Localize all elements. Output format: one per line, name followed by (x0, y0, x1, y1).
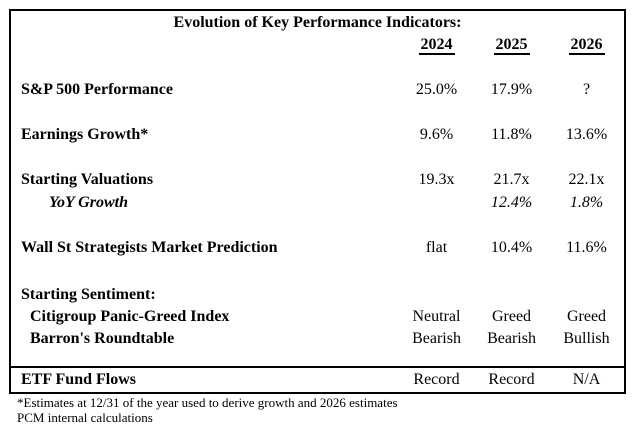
row-value-2025 (474, 286, 549, 304)
table-row-citigroup-index: Citigroup Panic-Greed Index Neutral Gree… (11, 308, 624, 326)
row-value-2026: 13.6% (565, 126, 608, 143)
row-label: S&P 500 Performance (21, 81, 173, 98)
row-value-2024 (399, 194, 474, 212)
table-row-earnings-growth: Earnings Growth* 9.6% 11.8% 13.6% (11, 126, 624, 144)
etf-section-divider (11, 366, 624, 368)
header-spacer (11, 36, 399, 54)
row-value-2025: 12.4% (490, 194, 533, 211)
table-row-wall-st-prediction: Wall St Strategists Market Prediction fl… (11, 239, 624, 257)
table-row-barrons-roundtable: Barron's Roundtable Bearish Bearish Bull… (11, 330, 624, 348)
row-value-2024: Bearish (412, 330, 461, 347)
row-value-2026: 1.8% (569, 194, 604, 211)
row-value-2025: 17.9% (490, 81, 533, 98)
table-row-yoy-growth: YoY Growth 12.4% 1.8% (11, 194, 624, 212)
row-value-2025: 11.8% (491, 126, 532, 143)
row-value-2024: Record (413, 371, 460, 388)
row-value-2026: 11.6% (566, 239, 607, 256)
row-label: Starting Sentiment: (21, 286, 156, 303)
table-row-sp500: S&P 500 Performance 25.0% 17.9% ? (11, 81, 624, 99)
column-header-2024: 2024 (418, 36, 455, 55)
column-header-2026: 2026 (568, 36, 605, 55)
row-value-2026: Bullish (563, 330, 610, 347)
row-label: Earnings Growth* (21, 126, 149, 143)
row-value-2025: 10.4% (490, 239, 533, 256)
row-value-2026: ? (582, 81, 591, 98)
row-value-2024: 25.0% (415, 81, 458, 98)
row-value-2024: 19.3x (418, 171, 455, 188)
header-row: 2024 2025 2026 (11, 36, 624, 55)
table-title: Evolution of Key Performance Indicators: (173, 14, 462, 31)
row-label: YoY Growth (49, 194, 128, 211)
row-label: Starting Valuations (21, 171, 154, 188)
row-value-2024: flat (425, 239, 448, 256)
row-value-2026: Greed (566, 308, 607, 325)
row-value-2025: Bearish (487, 330, 536, 347)
footnote-estimates: *Estimates at 12/31 of the year used to … (17, 395, 398, 410)
row-value-2024: 9.6% (419, 126, 454, 143)
row-value-2025: Record (488, 371, 535, 388)
table-row-etf-fund-flows: ETF Fund Flows Record Record N/A (11, 371, 624, 389)
table-row-starting-valuations: Starting Valuations 19.3x 21.7x 22.1x (11, 171, 624, 189)
row-value-2025: 21.7x (493, 171, 530, 188)
table-row-starting-sentiment: Starting Sentiment: (11, 286, 624, 304)
row-value-2026: 22.1x (568, 171, 605, 188)
footnote-source: PCM internal calculations (17, 410, 153, 425)
kpi-table: Evolution of Key Performance Indicators:… (9, 9, 626, 394)
row-value-2024 (399, 286, 474, 304)
row-label: ETF Fund Flows (21, 371, 136, 388)
row-value-2026 (549, 286, 624, 304)
row-label: Wall St Strategists Market Prediction (21, 239, 278, 256)
row-value-2024: Neutral (412, 308, 461, 325)
column-header-2025: 2025 (493, 36, 530, 55)
row-value-2025: Greed (491, 308, 532, 325)
row-label: Citigroup Panic-Greed Index (30, 308, 230, 325)
row-value-2026: N/A (572, 371, 601, 388)
row-label: Barron's Roundtable (30, 330, 175, 347)
